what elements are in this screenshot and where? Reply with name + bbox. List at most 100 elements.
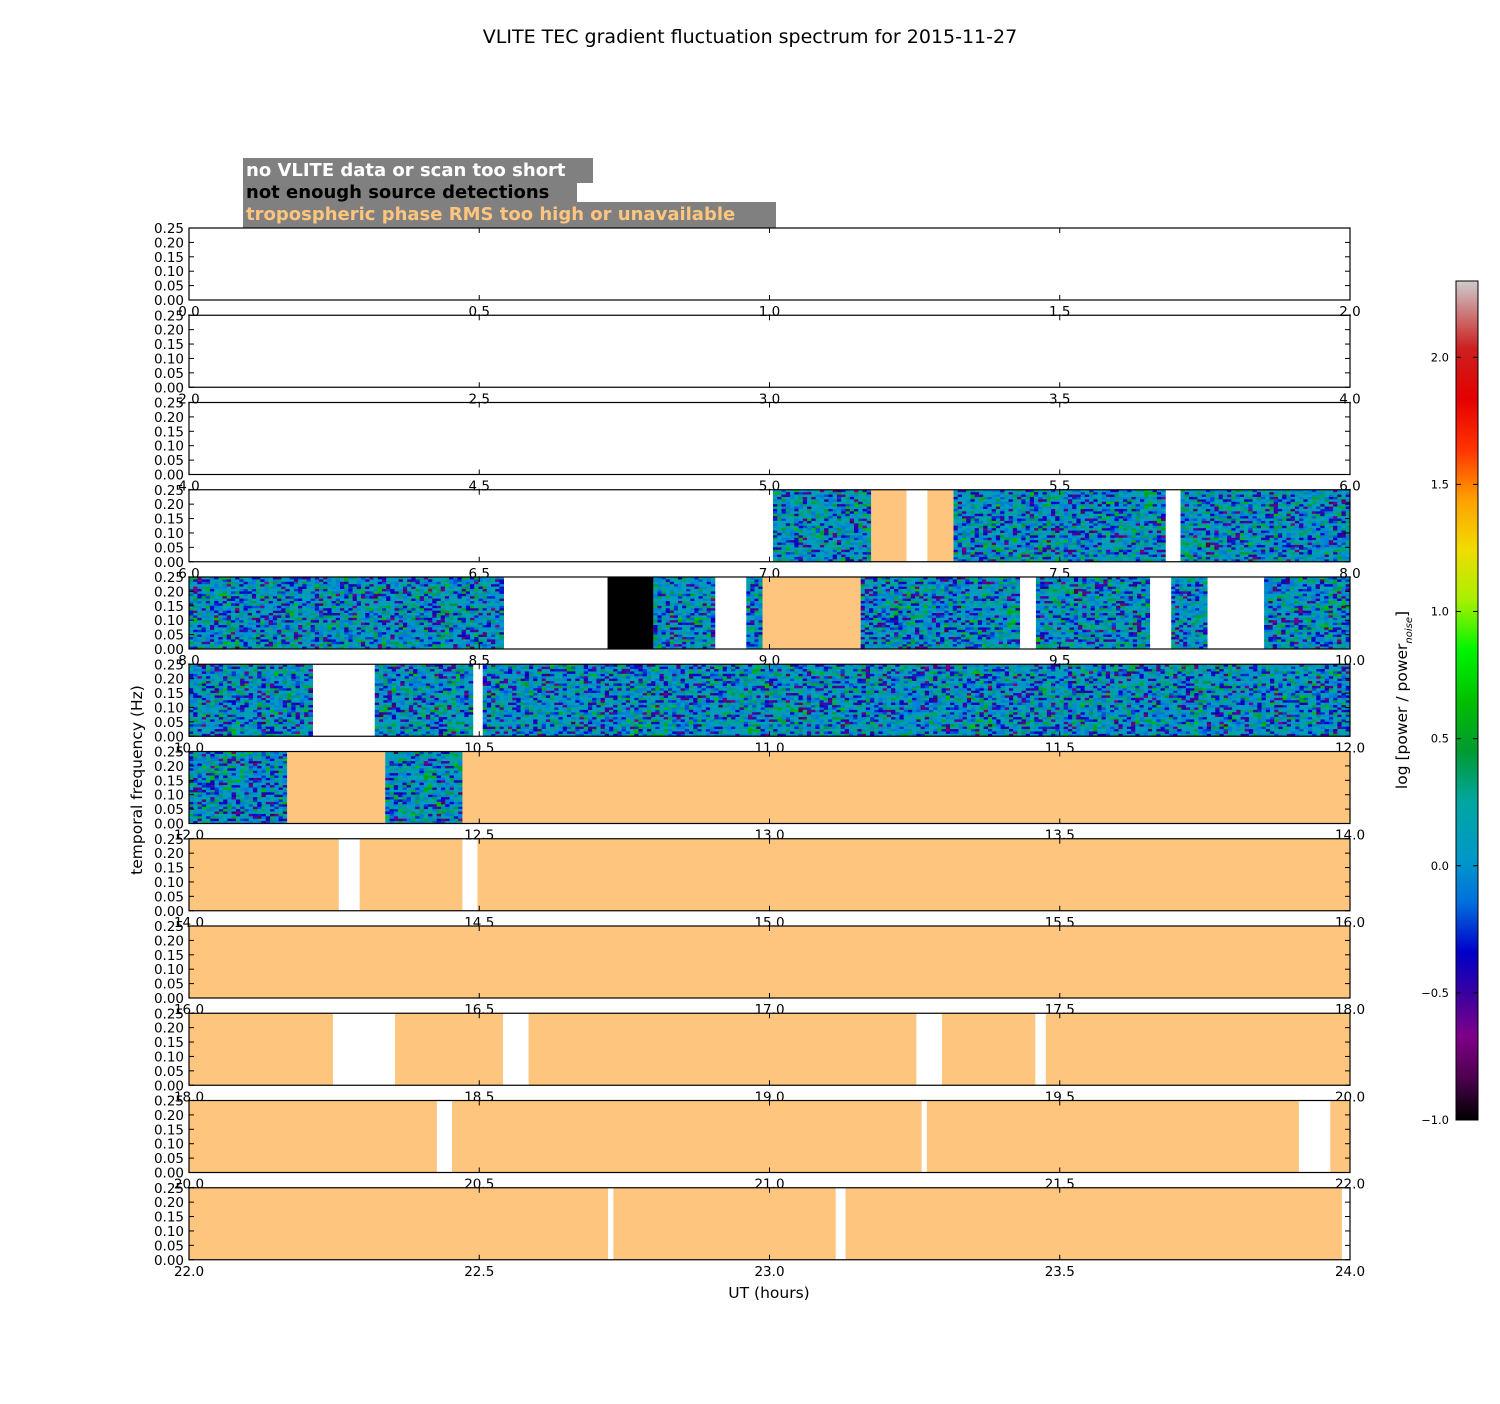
heat-cell <box>1236 540 1241 543</box>
heat-cell <box>1180 509 1185 512</box>
heat-cell <box>218 591 223 594</box>
heat-cell <box>1325 511 1330 514</box>
heat-cell <box>361 596 366 599</box>
heat-cell <box>273 639 278 642</box>
heat-cell <box>841 499 846 502</box>
heat-cell <box>1244 492 1249 495</box>
heat-cell <box>816 499 821 502</box>
heat-cell <box>1119 538 1124 541</box>
heat-cell <box>235 584 240 587</box>
heat-cell <box>1153 538 1158 541</box>
heat-cell <box>1102 516 1107 519</box>
heat-cell <box>1206 538 1211 541</box>
heat-cell <box>1265 547 1270 550</box>
heat-cell <box>863 504 868 507</box>
heat-cell <box>966 523 971 526</box>
heat-cell <box>837 499 842 502</box>
heat-cell <box>1123 502 1128 505</box>
heat-cell <box>837 526 842 529</box>
heat-cell <box>1072 509 1077 512</box>
heat-cell <box>987 552 992 555</box>
heat-cell <box>854 538 859 541</box>
heat-cell <box>269 620 274 623</box>
heat-cell <box>1337 502 1342 505</box>
heat-cell <box>239 591 244 594</box>
heat-cell <box>265 615 270 618</box>
heat-cell <box>1132 526 1137 529</box>
heat-cell <box>983 528 988 531</box>
heat-cell <box>773 497 778 500</box>
heat-cell <box>1185 523 1190 526</box>
heat-cell <box>290 587 295 590</box>
heat-cell <box>1269 528 1274 531</box>
heat-cell <box>1127 550 1132 553</box>
heat-cell <box>773 550 778 553</box>
heat-cell <box>1219 514 1224 517</box>
heat-cell <box>336 587 341 590</box>
heat-cell <box>256 627 261 630</box>
heat-cell <box>1153 535 1158 538</box>
heat-cell <box>1148 533 1153 536</box>
heat-cell <box>1223 509 1228 512</box>
heat-cell <box>348 615 353 618</box>
heat-cell <box>344 606 349 609</box>
heat-cell <box>344 630 349 633</box>
heat-cell <box>260 587 265 590</box>
heat-cell <box>773 492 778 495</box>
heat-cell <box>1127 495 1132 498</box>
heat-cell <box>202 584 207 587</box>
heat-cell <box>248 627 253 630</box>
heat-cell <box>1282 543 1287 546</box>
heat-cell <box>1127 514 1132 517</box>
heat-cell <box>820 550 825 553</box>
heat-cell <box>353 644 358 647</box>
heat-cell <box>336 589 341 592</box>
heat-cell <box>1081 497 1086 500</box>
heat-cell <box>1106 523 1111 526</box>
heat-cell <box>799 545 804 548</box>
heat-cell <box>1140 528 1145 531</box>
heat-cell <box>319 594 324 597</box>
heat-cell <box>277 579 282 582</box>
heat-cell <box>773 502 778 505</box>
heat-cell <box>197 611 202 614</box>
heat-cell <box>294 618 299 621</box>
segment-tropo <box>927 490 953 562</box>
heat-cell <box>850 531 855 534</box>
heat-cell <box>1274 495 1279 498</box>
heat-cell <box>1342 499 1347 502</box>
heat-cell <box>227 625 232 628</box>
heat-cell <box>773 511 778 514</box>
heat-cell <box>1144 538 1149 541</box>
heat-cell <box>1038 540 1043 543</box>
heat-cell <box>244 594 249 597</box>
heat-cell <box>807 552 812 555</box>
heat-cell <box>386 599 391 602</box>
heat-cell <box>1257 531 1262 534</box>
heat-cell <box>315 582 320 585</box>
heat-cell <box>214 630 219 633</box>
heat-cell <box>1316 555 1321 558</box>
heat-cell <box>1098 540 1103 543</box>
heat-cell <box>1085 504 1090 507</box>
heat-cell <box>970 526 975 529</box>
heat-cell <box>975 552 980 555</box>
heat-cell <box>193 584 198 587</box>
heat-cell <box>1316 543 1321 546</box>
heat-cell <box>1265 507 1270 510</box>
legend: no VLITE data or scan too short not enou… <box>243 158 776 228</box>
heat-cell <box>811 552 816 555</box>
heat-cell <box>223 584 228 587</box>
heat-cell <box>1240 519 1245 522</box>
heat-cell <box>1244 511 1249 514</box>
heat-cell <box>799 499 804 502</box>
heat-cell <box>1157 514 1162 517</box>
heat-cell <box>970 521 975 524</box>
heat-cell <box>1240 492 1245 495</box>
heat-cell <box>820 528 825 531</box>
heat-cell <box>1004 555 1009 558</box>
heat-cell <box>327 591 332 594</box>
heat-cell <box>833 540 838 543</box>
heat-cell <box>327 584 332 587</box>
heat-cell <box>189 584 194 587</box>
